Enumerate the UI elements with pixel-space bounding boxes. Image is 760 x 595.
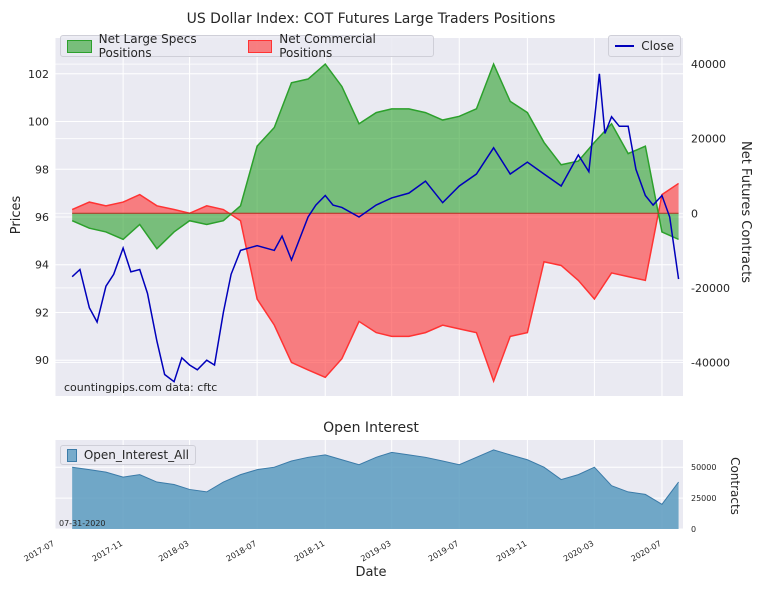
oi-chart-title: Open Interest — [323, 420, 419, 436]
legend-swatch-commercial — [247, 39, 273, 53]
x-tick-label: 2018-03 — [157, 539, 190, 564]
x-tick-label: 2020-07 — [629, 539, 662, 564]
legend-swatch-close — [615, 45, 635, 47]
main-y2-axis-label: Net Futures Contracts — [738, 141, 753, 283]
x-tick-label: 2018-11 — [293, 539, 326, 564]
close-price-line — [71, 73, 680, 383]
legend-label-specs: Net Large Specs Positions — [98, 32, 197, 60]
legend-label-commercial: Net Commercial Positions — [279, 32, 376, 60]
x-tick-label: 2017-07 — [23, 539, 56, 564]
y2-tick-label: 40000 — [691, 58, 726, 71]
watermark-text: countingpips.com data: cftc — [64, 381, 217, 394]
main-y-axis-label: Prices — [9, 196, 24, 235]
oi-y-tick-label: 25000 — [691, 494, 716, 503]
legend-swatch-oi — [67, 448, 77, 462]
oi-y-tick-label: 0 — [691, 525, 696, 534]
y-tick-label: 102 — [28, 68, 49, 81]
x-tick-label: 2019-07 — [427, 539, 460, 564]
y-tick-label: 100 — [28, 116, 49, 129]
y-tick-label: 92 — [35, 306, 49, 319]
oi-legend: Open_Interest_All — [60, 445, 196, 465]
legend-item-specs: Net Large Specs Positions — [67, 32, 234, 60]
x-tick-label: 2019-11 — [495, 539, 528, 564]
y2-tick-label: -40000 — [691, 356, 730, 369]
legend-swatch-specs — [67, 39, 92, 53]
y2-tick-label: -20000 — [691, 282, 730, 295]
x-tick-label: 2019-03 — [359, 539, 392, 564]
x-tick-label: 2018-07 — [225, 539, 258, 564]
close-legend: Close — [608, 35, 681, 57]
oi-series-marks — [72, 449, 679, 529]
open-interest-area — [72, 449, 679, 529]
x-tick-label: 2017-11 — [91, 539, 124, 564]
oi-y-tick-label: 50000 — [691, 463, 716, 472]
open-interest-line — [72, 449, 679, 505]
main-legend: Net Large Specs Positions Net Commercial… — [60, 32, 434, 60]
legend-label-close: Close — [641, 39, 674, 53]
oi-y-axis-label: Contracts — [728, 457, 742, 515]
y2-tick-label: 0 — [691, 207, 698, 220]
specs-line — [71, 62, 679, 250]
main-chart-title: US Dollar Index: COT Futures Large Trade… — [187, 11, 556, 27]
x-axis-label: Date — [355, 565, 386, 580]
y2-tick-label: 20000 — [691, 133, 726, 146]
specs-area — [72, 64, 679, 249]
commercial-line — [71, 182, 679, 384]
y-tick-label: 94 — [35, 259, 49, 272]
legend-label-oi: Open_Interest_All — [83, 448, 189, 462]
oi-date-label: 07-31-2020 — [59, 519, 106, 528]
y-tick-label: 90 — [35, 354, 49, 367]
y-tick-label: 96 — [35, 211, 49, 224]
main-series-marks — [71, 62, 680, 384]
x-tick-label: 2020-03 — [562, 539, 595, 564]
legend-item-commercial: Net Commercial Positions — [247, 32, 413, 60]
y-tick-label: 98 — [35, 163, 49, 176]
